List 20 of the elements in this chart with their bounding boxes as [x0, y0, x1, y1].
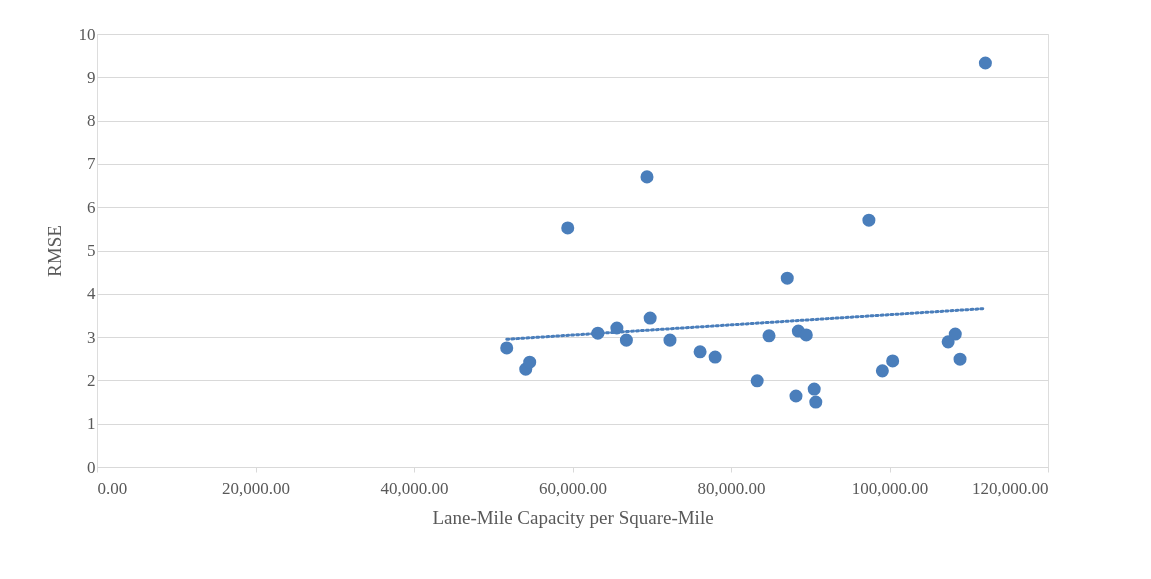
x-tick-label: 20,000.00: [222, 478, 290, 498]
y-tick-label: 2: [87, 370, 96, 390]
y-axis-title: RMSE: [43, 225, 65, 277]
x-tick-label: 60,000.00: [539, 478, 607, 498]
y-tick-label: 7: [87, 154, 96, 174]
y-tick-label: 1: [87, 414, 96, 434]
x-tick-label: 40,000.00: [380, 478, 449, 498]
y-tick-label: 6: [87, 197, 96, 217]
x-tick-label: 0.00: [97, 478, 128, 498]
y-tick-label: 5: [87, 241, 96, 260]
x-axis-title: Lane-Mile Capacity per Square-Mile: [432, 506, 714, 528]
y-tick-label: 0: [87, 457, 96, 477]
y-tick-label: 10: [78, 24, 96, 44]
x-tick-label: 80,000.00: [697, 478, 766, 498]
y-tick-label: 9: [87, 67, 96, 87]
x-tick-label: 100,000.00: [851, 478, 929, 498]
y-tick-label: 4: [87, 284, 96, 304]
y-tick-label: 3: [87, 327, 96, 347]
x-tick-label: 120,000.00: [972, 478, 1049, 498]
y-tick-label: 8: [87, 111, 96, 131]
